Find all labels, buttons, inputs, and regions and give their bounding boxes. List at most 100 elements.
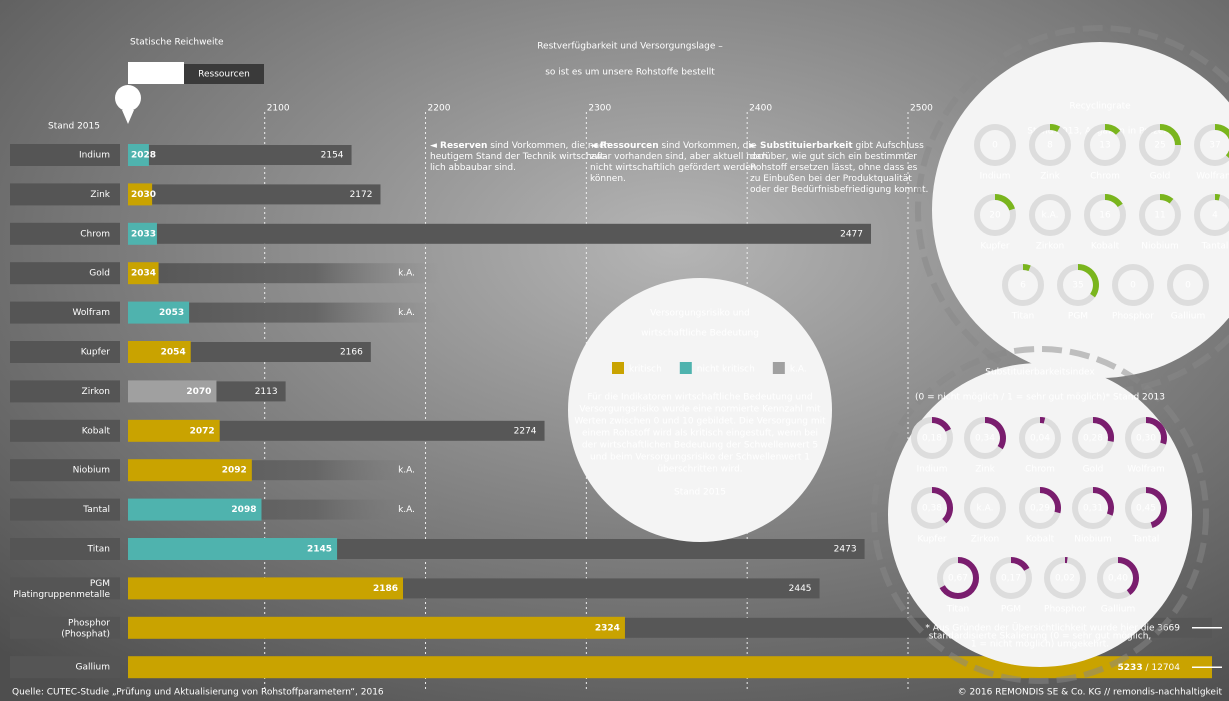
explanation: ► Substituierbarkeit gibt Aufschluss [750, 141, 924, 151]
tab-active [128, 62, 184, 84]
donut-name: Zirkon [1036, 242, 1064, 252]
donut-arc [1010, 557, 1030, 571]
reserve-bar [128, 222, 157, 245]
origin-label: 15 [122, 100, 133, 110]
donut-name: Titan [1011, 312, 1034, 322]
explanation: lich abbaubar sind. [430, 163, 516, 173]
donut-track [974, 124, 1016, 166]
explanation-text: können. [590, 174, 626, 184]
risk-text: und beim Versorgungsrisiko der Schwellen… [590, 453, 810, 463]
origin-label: 20 [122, 88, 134, 98]
footnote: * Aus Gründen der Übersichtlichkeit wurd… [925, 623, 1155, 634]
reserve-bar [128, 459, 252, 482]
row-label: Tantal [82, 505, 110, 515]
donut-arc [1104, 194, 1123, 208]
donut-value: 0 [1130, 281, 1136, 291]
donut-name: Zirkon [971, 535, 999, 545]
row-label-box [10, 341, 120, 363]
donut-arc [931, 417, 952, 432]
section-title: Statische Reichweite [130, 38, 224, 48]
donut-arc [984, 417, 1006, 450]
donut-name: Phosphor [1044, 605, 1086, 615]
resource-label: 2274 [514, 426, 537, 436]
donut-value: 0,18 [922, 434, 942, 444]
donut-name: Gold [1150, 172, 1171, 182]
donut-name: PGM [1001, 605, 1021, 615]
donut-track [1112, 264, 1154, 306]
resource-label: 2477 [840, 229, 863, 239]
reserve-label: 2033 [131, 229, 156, 239]
reserve-label: 2070 [186, 387, 211, 397]
donut-value: 25 [1154, 141, 1165, 151]
donut-arc [1214, 194, 1221, 201]
legend-label: kritisch [629, 365, 662, 375]
donut-name: Chrom [1025, 465, 1055, 475]
donut-name: Indium [979, 172, 1010, 182]
resource-label: k.A. [398, 269, 415, 279]
explanation-text: sind Vorkommen, die nach [487, 141, 609, 151]
legend-label: k.A. [790, 365, 807, 375]
donut-arc [1214, 124, 1229, 159]
row-label-box [10, 301, 120, 324]
donut-arc [994, 194, 1015, 211]
reserve-label: 2186 [373, 584, 398, 594]
donut-name: Wolfram [1127, 465, 1165, 475]
risk-text: Für die Indikatoren wirtschaftliche Bede… [587, 393, 812, 403]
donut-name: Wolfram [1196, 172, 1229, 182]
title: so ist es um unsere Rohstoffe bestellt [545, 68, 715, 78]
resource-label: 3669 [1157, 623, 1180, 633]
risk-text: überschritten wird. [657, 465, 742, 475]
legend-swatch [612, 362, 624, 374]
row-label-box [10, 459, 120, 482]
donut-value: 8 [1047, 141, 1053, 151]
explanation-text: heutigem Stand der Technik wirtschaft- [430, 152, 607, 162]
resource-label: 2113 [255, 387, 278, 397]
donut-value: 0,45 [1136, 504, 1156, 514]
explanation: ◄ Ressourcen sind Vorkommen, die [590, 141, 757, 151]
reserve-label: 2324 [595, 623, 620, 633]
donut-track [1167, 264, 1209, 306]
row-label-box [10, 538, 120, 560]
donut-value: 0,29 [1030, 504, 1050, 514]
row-label-box [10, 419, 120, 442]
row-label-box [10, 262, 120, 285]
recycling-title: Recyclingrate [1069, 102, 1131, 112]
footnote: 1 = nicht möglich) umgekehrt. [971, 640, 1109, 650]
explanation-term: ► Substituierbarkeit [750, 141, 853, 151]
donut-value: 0,30 [1136, 434, 1156, 444]
value-part: 5233 [1118, 663, 1143, 673]
risk-title: wirtschaftliche Bedeutung [641, 329, 759, 339]
resource-label: 2166 [340, 348, 363, 358]
resource-bar [128, 223, 872, 244]
resource-label: 2445 [789, 584, 812, 594]
reserve-bar [128, 301, 190, 324]
donut-value: 0,40 [1108, 574, 1128, 584]
row-label: Zirkon [82, 387, 110, 397]
donut-name: Chrom [1090, 172, 1120, 182]
reserve-bar [128, 498, 262, 521]
reserve-bar [128, 183, 153, 206]
donut-arc [1145, 417, 1167, 445]
row-label-box [10, 380, 120, 403]
explanation-text: darüber, wie gut sich ein bestimmter [750, 152, 917, 162]
explanation-text: lich abbaubar sind. [430, 163, 516, 173]
donut-value: 16 [1099, 211, 1111, 221]
donut-arc [1104, 124, 1121, 135]
x-tick-label: 2400 [749, 104, 772, 114]
reserve-bar [128, 538, 338, 560]
substitution-subtitle: (0 = nicht möglich / 1 = sehr gut möglic… [915, 393, 1165, 403]
copyright: © 2016 REMONDIS SE & Co. KG // remondis-… [958, 688, 1223, 698]
row-label: Chrom [80, 229, 110, 239]
row-label-box [10, 183, 120, 206]
legend-swatch [679, 362, 692, 374]
donut-name: Phosphor [1112, 312, 1154, 322]
reserve-label: 2034 [131, 269, 156, 279]
donut-value: 0 [992, 141, 998, 151]
row-sublabel: (Phosphat) [61, 629, 110, 639]
donut-name: Zink [975, 465, 995, 475]
risk-text: Werten zwischen 0 und 10 gebildet. Die V… [574, 417, 826, 427]
donut-arc [1022, 263, 1031, 272]
donut-value: 35 [1072, 281, 1083, 291]
donut-name: Niobium [1141, 242, 1178, 252]
donut-value: 11 [1154, 211, 1165, 221]
